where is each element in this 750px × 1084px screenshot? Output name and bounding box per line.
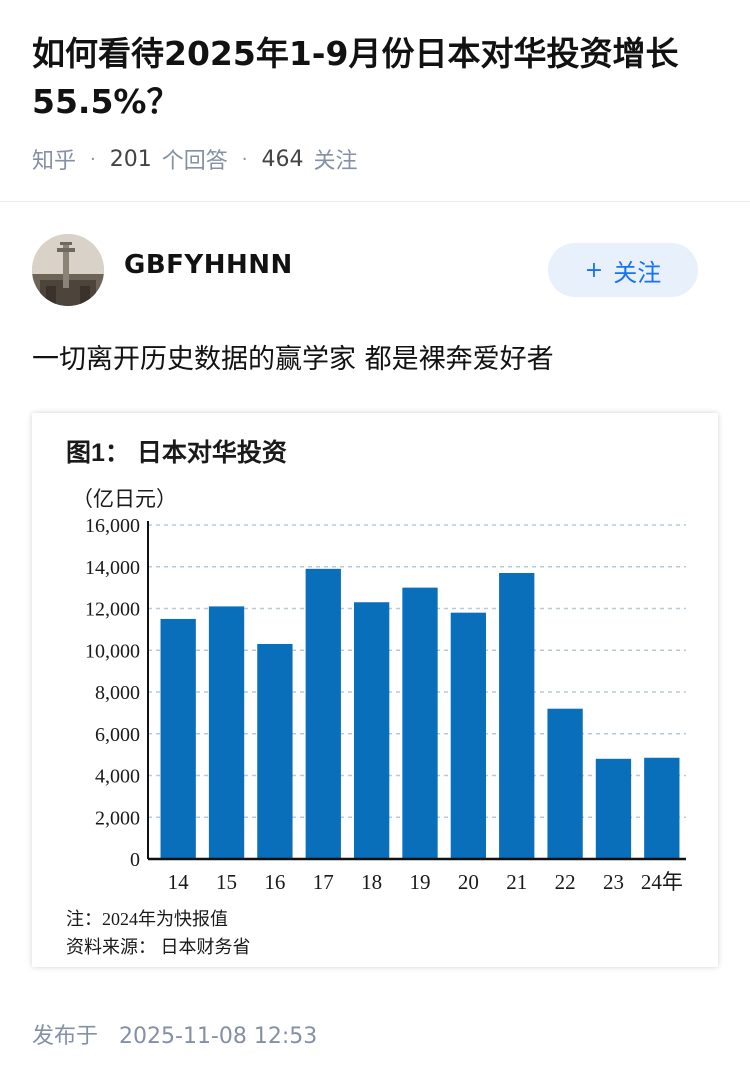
axes [147,521,686,861]
follow-button[interactable]: + 关注 [548,243,698,297]
bar [208,606,245,859]
publish-datetime: 2025-11-08 12:53 [119,1024,318,1049]
y-tick-label: 14,000 [85,557,140,579]
bar-chart: 图1： 日本对华投资 （亿日元） 0 2,000 4,000 6,000 8,000 10… [66,438,686,957]
y-tick-label: 2,000 [95,807,140,829]
bar [644,757,680,859]
chart-title: 图1： 日本对华投资 [66,438,287,467]
bar [305,568,341,859]
bar [499,573,535,859]
x-tick-label: 21 [506,870,527,894]
x-tick-label: 16 [264,870,285,894]
bar [595,758,632,859]
y-tick-label: 12,000 [85,599,140,621]
x-tick-label: 15 [216,870,237,894]
separator-dot: · [241,148,248,170]
avatar-image [32,234,104,306]
y-axis-unit-label: （亿日元） [72,487,177,511]
bar [547,708,583,859]
separator-dot: · [90,148,96,170]
author-avatar[interactable] [32,234,104,306]
follow-button-label: 关注 [613,258,662,287]
x-tick-label: 22 [555,870,576,894]
bar [353,602,390,859]
y-tick-label: 16,000 [85,515,140,537]
x-tick-label: 24年 [641,870,683,894]
answer-text: 一切离开历史数据的赢学家 都是裸奔爱好者 [32,344,554,375]
y-tick-label: 6,000 [95,724,140,746]
publish-info: 发布于 2025-11-08 12:53 [32,1018,317,1050]
x-tick-label: 18 [361,870,382,894]
follower-count: 464 [261,146,304,172]
answer-count: 201 [109,146,152,172]
x-tick-label: 23 [603,870,624,894]
chart-note: 注：2024年为快报值 [66,909,228,929]
x-tick-label: 20 [458,870,479,894]
x-tick-label: 17 [313,870,334,894]
answer-count-label[interactable]: 个回答 [161,149,228,174]
bar [450,612,487,859]
chart-source: 资料来源： 日本财务省 [66,937,251,957]
publish-label: 发布于 [32,1024,99,1049]
y-tick-label: 4,000 [95,766,140,788]
bar [257,643,293,859]
question-title[interactable]: 如何看待2025年1-9月份日本对华投资增长55.5%？ [32,34,679,121]
follower-count-label: 关注 [313,149,358,174]
author-name[interactable]: GBFYHHNN [124,250,293,280]
bar [402,587,438,859]
bars [160,568,680,859]
header-divider [0,201,750,202]
x-tick-label: 14 [168,870,190,894]
y-tick-label: 8,000 [95,682,140,704]
y-tick-label: 10,000 [85,640,140,662]
chart-figure[interactable]: 图1： 日本对华投资 （亿日元） 0 2,000 4,000 6,000 8,000 10… [32,413,718,967]
question-meta: 知乎 · 201 个回答 · 464 关注 [32,143,358,175]
y-tick-labels: 0 2,000 4,000 6,000 8,000 10,000 12,000 14,000 1… [85,515,140,871]
y-tick-label: 0 [130,849,140,871]
source-label[interactable]: 知乎 [32,149,77,174]
x-tick-labels: 14 15 16 17 18 19 20 21 22 23 24年 [168,870,683,894]
bar [160,618,196,859]
plus-icon: + [584,257,604,283]
x-tick-label: 19 [410,870,431,894]
